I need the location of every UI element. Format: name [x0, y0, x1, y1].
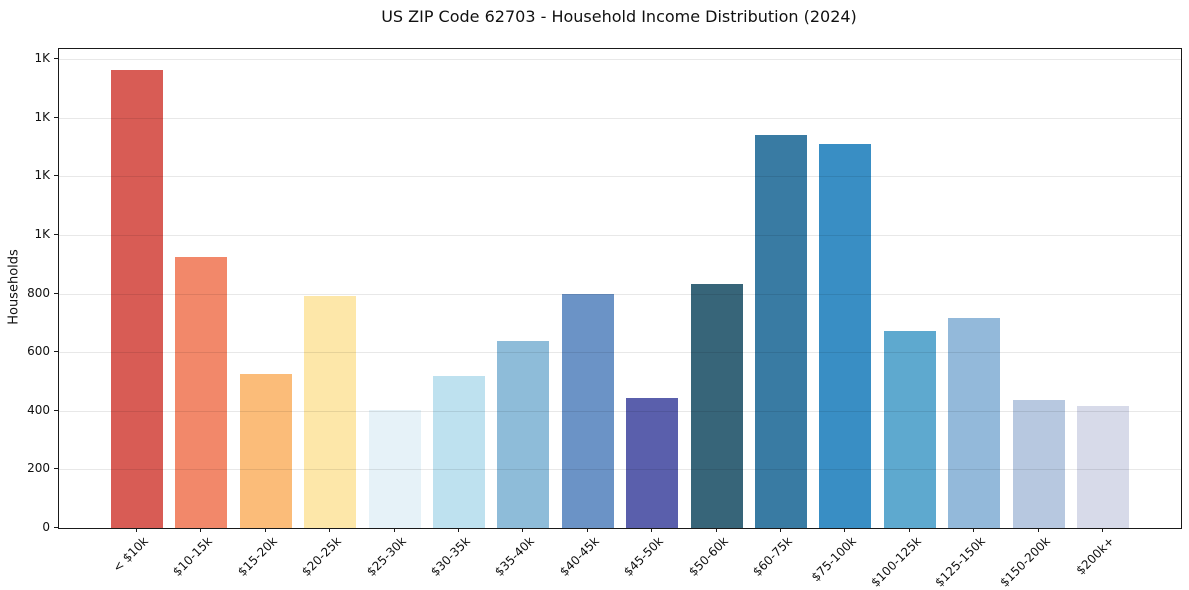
x-tick-label: $20-25k [299, 534, 345, 579]
x-tick-mark [1102, 528, 1103, 532]
bar-$15-20k [239, 374, 292, 528]
y-tick-mark [54, 58, 58, 60]
y-tick-mark [54, 527, 58, 528]
x-tick-mark [780, 528, 781, 532]
y-tick-label: 1K [34, 227, 50, 242]
y-tick-mark [54, 468, 58, 470]
bar-$50-60k [690, 283, 743, 528]
gridline [59, 117, 1181, 119]
y-tick-mark [54, 409, 58, 411]
y-tick-label: 400 [27, 402, 50, 417]
x-tick-label: $100-125k [868, 534, 924, 590]
x-tick-mark [908, 528, 910, 532]
bar-$20-25k [304, 295, 357, 528]
y-tick-label: 1K [34, 168, 50, 183]
x-tick-mark [136, 528, 137, 532]
bar-$40-45k [561, 294, 614, 528]
gridline [59, 59, 1181, 61]
x-tick-label: $125-150k [932, 534, 989, 590]
gridline [59, 176, 1181, 178]
bar-$150-200k [1012, 399, 1065, 528]
bar-$75-100k [819, 144, 872, 528]
x-tick-mark [715, 528, 717, 532]
gridline [59, 235, 1181, 237]
x-tick-label: $10-15k [170, 534, 216, 579]
x-tick-mark [651, 528, 653, 532]
x-tick-label: $40-45k [556, 534, 602, 579]
bar-$100-125k [883, 330, 936, 528]
bar-$35-40k [497, 341, 550, 528]
x-tick-label: $30-35k [428, 534, 473, 579]
plot-area [58, 48, 1182, 529]
bar-$30-35k [433, 375, 485, 528]
x-tick-mark [200, 528, 202, 532]
x-tick-mark [844, 528, 846, 532]
y-tick-mark [54, 351, 58, 353]
x-tick-label: $60-75k [750, 534, 795, 579]
x-tick-label: $50-60k [685, 534, 731, 579]
x-tick-mark [586, 528, 588, 532]
x-tick-mark [264, 528, 266, 532]
bar-$10-15k [175, 257, 228, 528]
y-tick-label: 1K [34, 109, 50, 124]
x-tick-mark [973, 528, 975, 532]
bar-$45-50k [626, 398, 679, 528]
x-tick-label: $45-50k [621, 534, 667, 579]
y-tick-mark [54, 234, 58, 236]
y-tick-label: 1K [34, 51, 50, 66]
x-tick-mark [393, 528, 395, 532]
y-tick-label: 0 [42, 520, 50, 534]
chart-title: US ZIP Code 62703 - Household Income Dis… [381, 7, 857, 26]
x-tick-label: $35-40k [492, 534, 538, 579]
x-tick-label: $75-100k [809, 534, 860, 585]
bar-$25-30k [368, 409, 421, 528]
x-tick-label: $25-30k [363, 534, 409, 579]
bar-$200k+ [1077, 406, 1129, 528]
x-tick-label: $200k+ [1073, 534, 1117, 578]
bar-$60-75k [755, 135, 807, 528]
y-tick-mark [54, 292, 58, 294]
x-tick-mark [1037, 528, 1039, 532]
y-tick-label: 800 [27, 285, 50, 300]
bar-< $10k [111, 69, 163, 528]
y-tick-mark [54, 175, 58, 177]
x-tick-mark [522, 528, 524, 532]
x-tick-mark [329, 528, 331, 532]
x-tick-label: < $10k [110, 534, 151, 575]
bar-$125-150k [948, 317, 1001, 528]
x-tick-mark [458, 528, 459, 532]
x-tick-label: $150-200k [996, 534, 1053, 590]
x-tick-label: $15-20k [234, 534, 280, 579]
y-tick-mark [54, 116, 58, 118]
y-tick-label: 200 [27, 461, 50, 476]
y-tick-label: 600 [27, 344, 50, 359]
